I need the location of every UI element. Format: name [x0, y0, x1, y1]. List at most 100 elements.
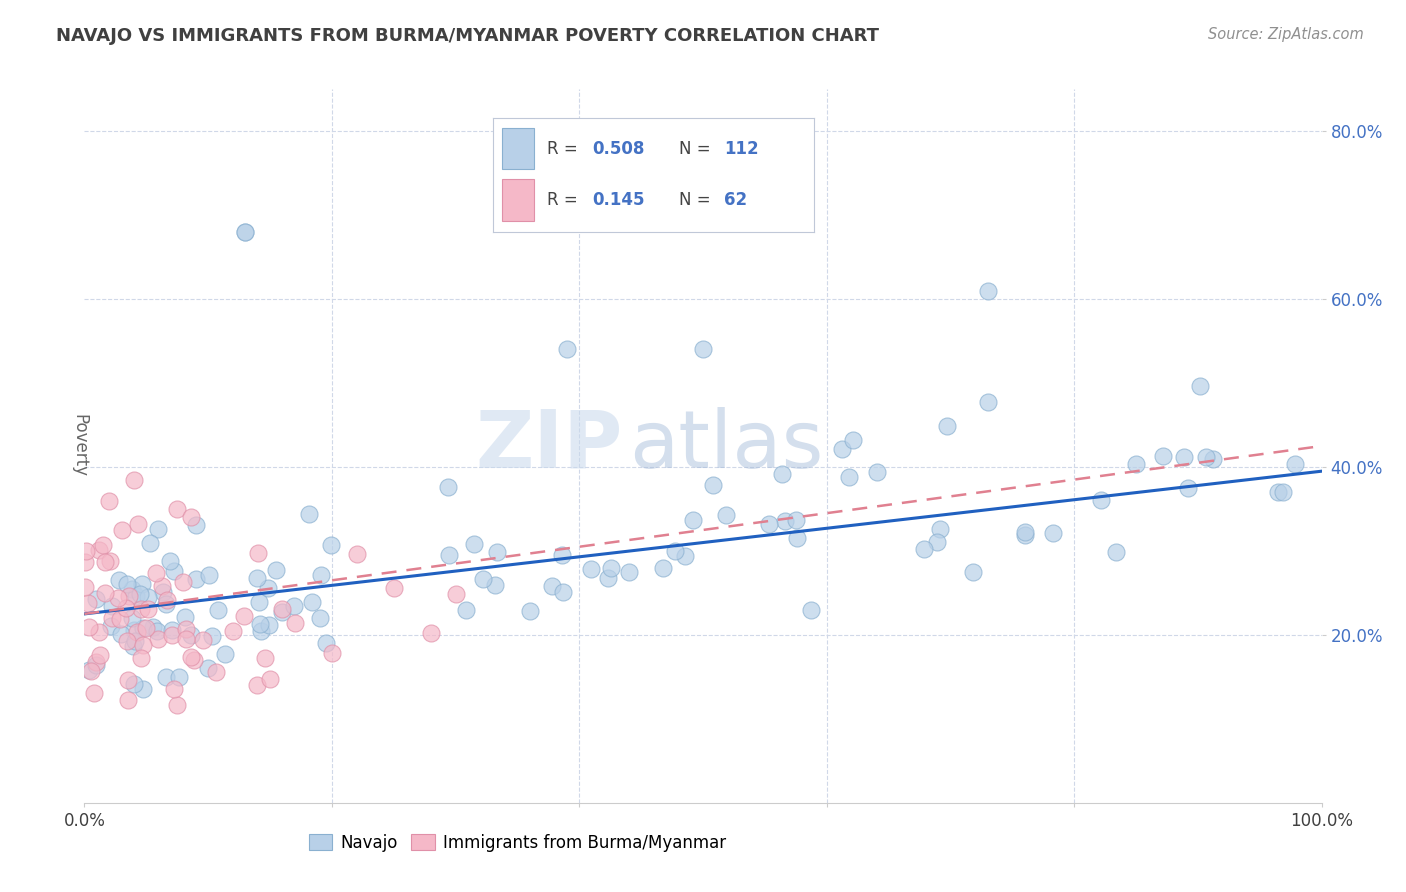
- Point: [842, 433, 865, 447]
- Point: [75, 544, 97, 558]
- Point: [444, 587, 467, 601]
- Point: [73, 580, 96, 594]
- Point: [131, 638, 153, 652]
- Point: [555, 343, 578, 357]
- Point: [84, 655, 107, 669]
- Text: Source: ZipAtlas.com: Source: ZipAtlas.com: [1208, 27, 1364, 42]
- Point: [205, 665, 228, 680]
- Point: [93, 586, 115, 600]
- Point: [232, 608, 254, 623]
- Point: [110, 627, 132, 641]
- Point: [166, 502, 188, 516]
- Point: [702, 478, 724, 492]
- Point: [484, 578, 506, 592]
- Point: [233, 225, 256, 239]
- Point: [714, 508, 737, 522]
- Point: [114, 601, 136, 615]
- Point: [382, 582, 405, 596]
- Point: [101, 610, 124, 624]
- Point: [928, 523, 950, 537]
- Text: ZIP: ZIP: [475, 407, 623, 485]
- Point: [246, 571, 269, 585]
- Point: [156, 593, 179, 607]
- Point: [124, 624, 146, 638]
- Point: [463, 536, 485, 550]
- Point: [108, 612, 131, 626]
- Point: [122, 677, 145, 691]
- Point: [271, 602, 294, 616]
- Point: [173, 609, 195, 624]
- Point: [519, 604, 541, 618]
- Y-axis label: Poverty: Poverty: [70, 415, 89, 477]
- Point: [77, 620, 100, 634]
- Point: [122, 473, 145, 487]
- Point: [257, 618, 280, 632]
- Point: [172, 575, 194, 590]
- Point: [581, 562, 603, 576]
- Point: [256, 581, 278, 595]
- Point: [1152, 449, 1174, 463]
- Point: [73, 555, 96, 569]
- Point: [117, 634, 139, 648]
- Point: [174, 622, 197, 636]
- Point: [180, 650, 202, 665]
- Point: [125, 624, 148, 639]
- Point: [117, 673, 139, 688]
- Point: [246, 546, 269, 560]
- Point: [233, 225, 256, 239]
- Point: [311, 568, 333, 582]
- Point: [976, 284, 998, 298]
- Point: [136, 591, 159, 605]
- Point: [321, 646, 343, 660]
- Point: [184, 572, 207, 586]
- Point: [673, 549, 696, 564]
- Point: [107, 591, 129, 605]
- Point: [201, 629, 224, 643]
- Point: [912, 541, 935, 556]
- Point: [541, 579, 564, 593]
- Point: [94, 555, 117, 569]
- Point: [160, 623, 183, 637]
- Point: [315, 636, 337, 650]
- Point: [927, 535, 949, 549]
- Point: [1267, 485, 1289, 500]
- Point: [1014, 524, 1036, 539]
- Point: [1195, 450, 1218, 465]
- Point: [786, 531, 808, 545]
- Point: [191, 632, 214, 647]
- Point: [77, 663, 100, 677]
- Point: [419, 626, 441, 640]
- Point: [163, 564, 186, 578]
- Point: [1042, 526, 1064, 541]
- Point: [831, 442, 853, 456]
- Point: [437, 480, 460, 494]
- Point: [309, 611, 332, 625]
- Point: [135, 621, 157, 635]
- Point: [346, 547, 368, 561]
- Point: [1105, 544, 1128, 558]
- Point: [962, 565, 984, 579]
- Point: [456, 603, 478, 617]
- Point: [437, 549, 460, 563]
- Point: [139, 536, 162, 550]
- Point: [198, 567, 221, 582]
- Point: [163, 681, 186, 696]
- Point: [76, 596, 98, 610]
- Point: [136, 602, 159, 616]
- Point: [1173, 450, 1195, 465]
- Point: [1284, 457, 1306, 471]
- Point: [246, 677, 269, 691]
- Point: [155, 598, 177, 612]
- Point: [145, 566, 167, 581]
- Point: [180, 628, 202, 642]
- Point: [301, 595, 323, 609]
- Point: [101, 599, 124, 613]
- Point: [117, 693, 139, 707]
- Point: [321, 538, 343, 552]
- Point: [125, 589, 148, 603]
- Point: [131, 576, 153, 591]
- Point: [271, 605, 294, 619]
- Point: [84, 592, 107, 607]
- Point: [247, 594, 270, 608]
- Point: [132, 681, 155, 696]
